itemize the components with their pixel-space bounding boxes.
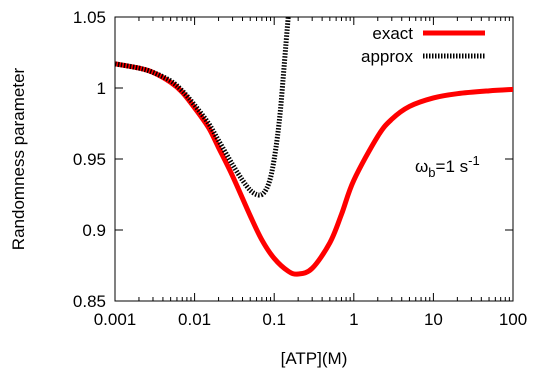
ticks (114, 16, 514, 302)
series-line-approx (115, 17, 291, 198)
annotation-mid: =1 s (436, 157, 469, 176)
y-tick-label: 0.85 (73, 292, 106, 311)
annotation-sup: -1 (468, 153, 480, 168)
annotation-sub: b (428, 165, 435, 180)
x-tick-label: 1 (349, 310, 358, 329)
curves (115, 17, 513, 277)
x-tick-label: 0.1 (262, 310, 286, 329)
legend: exact approx (361, 24, 485, 66)
x-tick-label: 100 (499, 310, 527, 329)
annotation-base: ω (415, 157, 428, 176)
legend-label-approx: approx (361, 47, 413, 66)
y-axis-label: Randomness parameter (9, 67, 28, 250)
tick-labels: 0.001 0.01 0.1 1 10 100 0.85 0.9 0.95 1 1.05 (73, 8, 527, 329)
y-tick-label: 0.9 (82, 221, 106, 240)
x-tick-label: 10 (424, 310, 443, 329)
omega-annotation: ωb=1 s-1 (415, 153, 480, 180)
y-tick-label: 1.05 (73, 8, 106, 27)
x-axis-label: [ATP](M) (281, 349, 348, 368)
y-tick-label: 1 (97, 79, 106, 98)
legend-label-exact: exact (372, 24, 413, 43)
x-tick-label: 0.01 (178, 310, 211, 329)
x-tick-label: 0.001 (94, 310, 137, 329)
y-tick-label: 0.95 (73, 150, 106, 169)
